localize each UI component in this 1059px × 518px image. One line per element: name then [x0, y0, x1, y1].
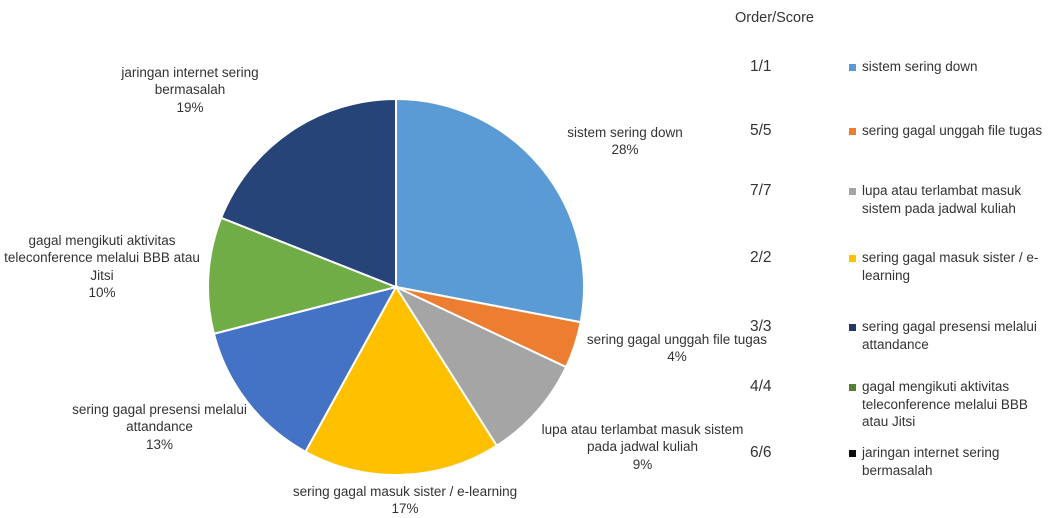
legend-swatch: [849, 324, 856, 331]
legend-label: sering gagal unggah file tugas: [862, 123, 1043, 138]
legend-swatch: [849, 128, 856, 135]
legend-label: sering gagal presensi melalui attandance: [862, 319, 1037, 352]
slice-label-lupa-atau-terlambat: lupa atau terlambat masuk sistem pada ja…: [541, 422, 744, 472]
pie-slice-4: [212, 285, 398, 454]
legend-label: sering gagal masuk sister / e-learning: [862, 250, 1039, 283]
legend-order: 1/1: [750, 58, 772, 75]
legend-header: Order/Score: [735, 10, 814, 26]
legend-swatch: [849, 188, 856, 195]
slice-label-sering-gagal-presensi: sering gagal presensi melalui attandance…: [72, 402, 247, 452]
legend-order: 6/6: [750, 444, 772, 461]
slice-label-sering-gagal-masuk: sering gagal masuk sister / e-learning 1…: [292, 484, 518, 517]
legend-label: sistem sering down: [862, 59, 978, 74]
legend-order: 3/3: [750, 318, 772, 335]
legend: Order/Score 1/1 sistem sering down 5/5 s…: [732, 10, 1057, 510]
legend-order: 2/2: [750, 249, 772, 266]
legend-order: 5/5: [750, 122, 772, 139]
slice-label-gagal-mengikuti: gagal mengikuti aktivitas teleconference…: [4, 233, 200, 300]
legend-label: lupa atau terlambat masuk sistem pada ja…: [862, 183, 1022, 216]
slice-label-sering-gagal-unggah: sering gagal unggah file tugas 4%: [586, 332, 768, 365]
slice-label-jaringan-internet: jaringan internet sering bermasalah 19%: [121, 65, 259, 115]
pie-slice-0: [395, 97, 585, 324]
legend-order: 4/4: [750, 378, 772, 395]
legend-swatch: [849, 384, 856, 391]
pie-slice-2: [393, 284, 568, 448]
legend-label: jaringan internet sering bermasalah: [862, 445, 1000, 478]
legend-swatch: [849, 450, 856, 457]
pie-svg: [207, 97, 585, 476]
slice-label-sistem-sering-down: sistem sering down 28%: [567, 125, 683, 158]
pie-chart: sistem sering down 28% sering gagal ungg…: [4, 65, 767, 516]
legend-swatch: [849, 64, 856, 71]
legend-label: gagal mengikuti aktivitas teleconference…: [862, 379, 1028, 430]
legend-swatch: [849, 255, 856, 262]
pie-slice-5: [207, 216, 400, 335]
legend-order: 7/7: [750, 182, 772, 199]
pie-slice-6: [219, 97, 397, 289]
pie-slice-3: [304, 285, 499, 476]
